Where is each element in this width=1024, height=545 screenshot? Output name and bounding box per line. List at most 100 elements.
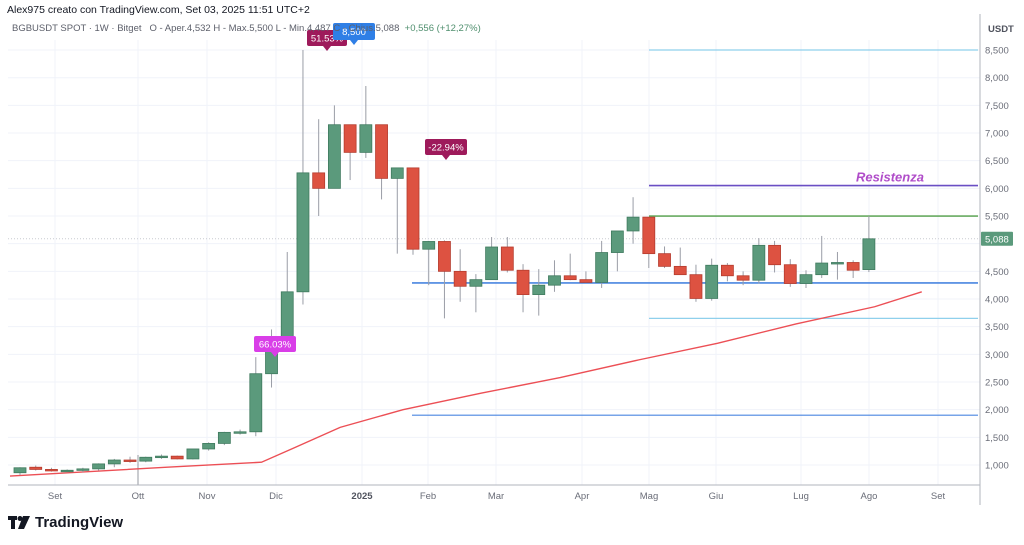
candle-body[interactable] <box>107 459 121 465</box>
candle-body[interactable] <box>406 167 420 250</box>
candle-body[interactable] <box>642 216 656 255</box>
peak-percent-badge-pointer <box>323 46 331 51</box>
candle-body[interactable] <box>233 431 247 434</box>
price-axis-tick: 1,500 <box>985 433 1009 444</box>
tradingview-logo-icon <box>8 516 30 529</box>
candle-body[interactable] <box>705 264 719 299</box>
candle-body[interactable] <box>123 459 137 462</box>
candle-body[interactable] <box>29 466 43 470</box>
price-axis-tick: 6,000 <box>985 184 1009 195</box>
resistance-label: Resistenza <box>856 170 924 185</box>
candle-body[interactable] <box>783 264 797 284</box>
time-axis-tick: 2025 <box>351 491 373 502</box>
time-axis-tick: Giu <box>709 491 724 502</box>
time-axis-tick: Feb <box>420 491 436 502</box>
time-axis-tick: Ago <box>861 491 878 502</box>
candle-body[interactable] <box>438 241 451 272</box>
rally-percent-badge <box>254 336 296 352</box>
candle-body[interactable] <box>170 455 184 460</box>
symbol-name[interactable]: BGBUSDT SPOT · 1W · Bitget <box>12 23 142 34</box>
time-axis-tick: Set <box>48 491 63 502</box>
candle-body[interactable] <box>610 230 624 253</box>
candle-body[interactable] <box>296 172 310 293</box>
candle-body[interactable] <box>327 124 341 189</box>
candle-body[interactable] <box>249 373 263 433</box>
candle-body[interactable] <box>752 244 766 281</box>
candle-body[interactable] <box>312 172 326 189</box>
candle-body[interactable] <box>155 455 168 459</box>
time-axis-tick: Set <box>931 491 946 502</box>
moving-average-line[interactable] <box>9 291 922 477</box>
candle-body[interactable] <box>516 269 530 295</box>
candle-body[interactable] <box>453 270 467 287</box>
candle-body[interactable] <box>579 279 593 283</box>
price-axis-tick: 7,500 <box>985 101 1009 112</box>
time-axis-tick: Mar <box>488 491 504 502</box>
candle-body[interactable] <box>343 124 357 153</box>
tradingview-logo[interactable]: TradingView <box>8 514 123 531</box>
candle-body[interactable] <box>846 262 860 271</box>
candle-body[interactable] <box>673 265 687 276</box>
candle-body[interactable] <box>548 275 561 286</box>
candle-body[interactable] <box>831 262 844 265</box>
candle-body[interactable] <box>563 275 577 281</box>
peak-price-badge-pointer <box>350 40 358 45</box>
candle-body[interactable] <box>736 275 750 281</box>
symbol-legend: BGBUSDT SPOT · 1W · Bitget O - Aper.4,53… <box>12 23 481 34</box>
drop-percent-badge-text: -22.94% <box>428 143 464 154</box>
time-axis-tick: Apr <box>575 491 590 502</box>
price-axis-tick: 4,500 <box>985 267 1009 278</box>
peak-percent-badge-text: 51.53% <box>311 34 344 45</box>
candle-body[interactable] <box>500 246 514 271</box>
time-axis-tick: Lug <box>793 491 809 502</box>
price-axis-tick: 2,000 <box>985 405 1009 416</box>
peak-price-badge <box>333 23 375 40</box>
time-axis-tick: Ott <box>132 491 145 502</box>
price-change: +0,556 (+12,27%) <box>404 23 481 34</box>
candle-body[interactable] <box>532 284 546 295</box>
price-axis-tick: 4,000 <box>985 295 1009 306</box>
price-axis-tick: 2,500 <box>985 378 1009 389</box>
candle-body[interactable] <box>768 244 781 266</box>
candle-body[interactable] <box>422 241 436 250</box>
candle-body[interactable] <box>45 469 58 472</box>
candle-body[interactable] <box>721 264 734 277</box>
candle-body[interactable] <box>390 167 404 179</box>
chart-caption: Alex975 creato con TradingView.com, Set … <box>7 4 310 16</box>
candle-body[interactable] <box>76 468 90 471</box>
logo-text: TradingView <box>35 514 124 531</box>
candle-body[interactable] <box>658 253 671 267</box>
drop-percent-badge-pointer <box>442 155 450 160</box>
candle-body[interactable] <box>815 262 829 276</box>
price-axis-tick: 8,500 <box>985 46 1009 57</box>
price-axis-tick: 3,500 <box>985 322 1009 333</box>
candle-body[interactable] <box>13 467 27 474</box>
candle-body[interactable] <box>202 443 216 450</box>
candle-body[interactable] <box>626 216 640 232</box>
candle-body[interactable] <box>375 124 388 179</box>
candle-body[interactable] <box>595 252 609 283</box>
price-axis-tick: 8,000 <box>985 73 1009 84</box>
candle-body[interactable] <box>799 274 813 284</box>
candle-body[interactable] <box>359 124 373 153</box>
candle-body[interactable] <box>469 279 483 287</box>
peak-price-badge-text: 8,500 <box>342 27 366 38</box>
time-axis-tick: Nov <box>199 491 216 502</box>
price-axis-tick: 3,000 <box>985 350 1009 361</box>
candle-body[interactable] <box>186 448 200 460</box>
candle-body[interactable] <box>60 469 74 473</box>
candle-body[interactable] <box>689 274 703 299</box>
candle-body[interactable] <box>217 431 231 444</box>
last-price-label: 5,088 <box>985 234 1009 245</box>
candle-body[interactable] <box>92 463 105 470</box>
price-axis-tick: 7,000 <box>985 129 1009 140</box>
price-axis-tick: 1,000 <box>985 461 1009 472</box>
time-axis-tick: Dic <box>269 491 283 502</box>
candle-body[interactable] <box>139 456 153 462</box>
candle-body[interactable] <box>485 246 499 281</box>
price-axis-tick: 5,500 <box>985 212 1009 223</box>
ohlc-values: O - Aper.4,532 H - Max.5,500 L - Min.4,4… <box>149 23 400 34</box>
price-axis-currency: USDT <box>988 24 1014 35</box>
candle-body[interactable] <box>862 238 876 270</box>
